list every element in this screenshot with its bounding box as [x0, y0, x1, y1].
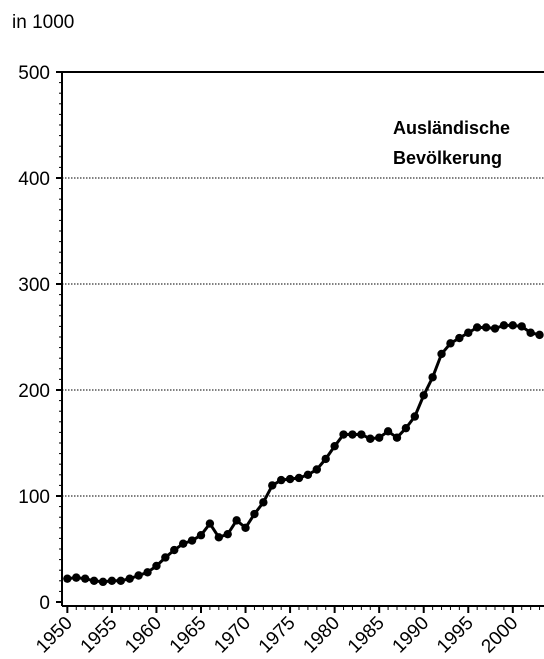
data-point: [134, 571, 143, 580]
x-tick-label: 1990: [389, 613, 434, 658]
y-tick-label: 300: [18, 275, 50, 296]
data-point: [80, 574, 90, 583]
x-tick-label: 2000: [478, 613, 523, 658]
data-point: [170, 545, 179, 555]
x-tick-label: 1950: [32, 613, 77, 658]
data-point: [348, 430, 357, 439]
data-point: [312, 465, 322, 474]
data-point: [72, 573, 81, 582]
y-tick-label: 200: [18, 381, 50, 402]
x-tick-label: 1970: [210, 613, 255, 658]
annotation: Ausländische: [393, 118, 510, 138]
data-point: [214, 533, 224, 542]
data-point: [276, 475, 286, 485]
data-point: [63, 574, 72, 583]
data-point: [125, 574, 134, 583]
data-point: [446, 339, 455, 348]
data-point: [89, 576, 99, 585]
data-point: [152, 561, 161, 571]
data-point: [303, 470, 313, 479]
x-tick-label: 1985: [344, 613, 389, 658]
data-point: [508, 321, 518, 330]
x-tick-label: 1995: [433, 613, 478, 658]
x-tick-label: 1965: [166, 613, 211, 658]
data-point: [98, 577, 108, 587]
data-point: [268, 481, 277, 490]
data-point: [357, 430, 366, 439]
data-point: [374, 433, 384, 442]
y-tick-label: 400: [18, 169, 50, 190]
x-tick-label: 1980: [299, 613, 344, 658]
data-point: [250, 509, 259, 519]
y-tick-label: 0: [39, 593, 50, 614]
data-point: [205, 519, 215, 528]
data-point: [401, 423, 411, 433]
y-tick-label: 500: [18, 63, 50, 84]
data-line: [67, 323, 540, 584]
data-point: [366, 434, 375, 443]
data-point: [517, 322, 526, 331]
y-tick-label: 100: [18, 487, 50, 508]
data-point: [410, 412, 420, 421]
data-point: [419, 391, 428, 400]
data-point: [472, 323, 482, 332]
data-point: [241, 523, 250, 532]
data-point: [481, 323, 491, 332]
data-point: [232, 516, 241, 525]
data-point: [535, 330, 544, 340]
data-point: [428, 373, 437, 382]
data-point: [161, 553, 170, 562]
data-point: [383, 427, 393, 436]
data-point: [437, 349, 446, 359]
data-point: [339, 430, 348, 439]
x-tick-label: 1955: [77, 613, 122, 658]
data-point: [455, 333, 464, 343]
data-point: [116, 576, 126, 585]
data-point: [143, 568, 152, 577]
data-point: [392, 433, 402, 442]
data-point: [464, 328, 473, 337]
annotation: Bevölkerung: [393, 148, 502, 168]
data-point: [187, 536, 197, 545]
data-point: [285, 474, 295, 484]
data-point: [294, 473, 304, 483]
x-tick-label: 1960: [121, 613, 166, 658]
data-point: [526, 328, 535, 337]
data-point: [499, 321, 509, 330]
y-axis-label: in 1000: [12, 12, 74, 33]
data-point: [178, 539, 188, 548]
data-point: [107, 576, 117, 585]
data-point: [259, 498, 268, 507]
data-point: [196, 531, 206, 540]
data-point: [490, 324, 500, 333]
data-point: [321, 454, 330, 464]
data-point: [330, 441, 339, 451]
x-tick-label: 1975: [255, 613, 300, 658]
data-point: [223, 529, 232, 539]
